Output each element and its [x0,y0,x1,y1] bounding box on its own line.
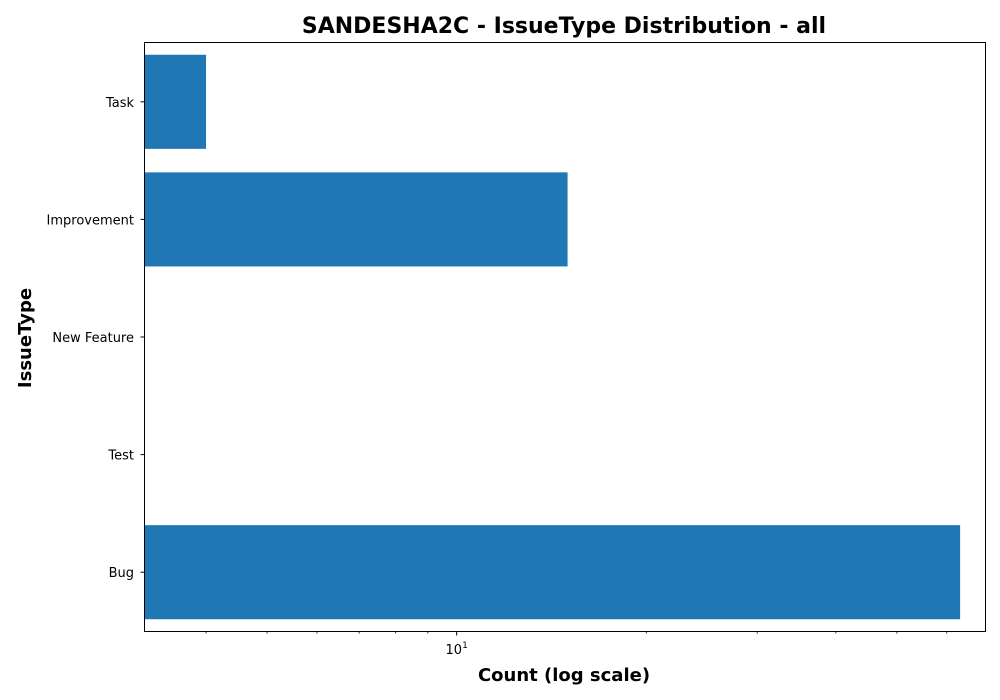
bar-improvement [145,172,568,267]
y-tick-label: New Feature [52,331,134,346]
y-tick-label: Bug [109,566,134,581]
y-tick-label: Improvement [47,213,134,228]
y-tick-label: Test [107,449,134,464]
chart-title: SANDESHA2C - IssueType Distribution - al… [302,14,826,39]
bar-task [145,54,207,149]
x-axis-label: Count (log scale) [478,665,650,686]
bar-bug [145,525,961,620]
x-tick-label: 101 [446,641,468,658]
bars-group [145,54,961,620]
y-axis-label: IssueType [15,288,36,388]
y-tick-label: Task [105,96,135,111]
y-axis: Task Improvement New Feature Test Bug [47,96,145,581]
x-axis: 101 [205,631,948,658]
